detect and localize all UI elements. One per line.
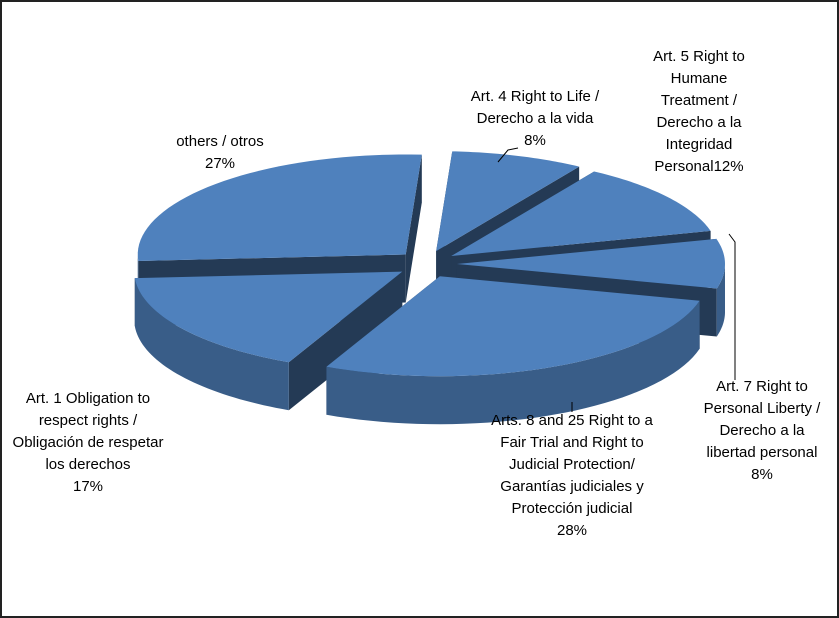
slice-top	[456, 238, 725, 289]
label-category: Art. 4 Right to Life / Derecho a la vida	[470, 88, 600, 127]
slice-wall	[134, 278, 289, 411]
label-category: Arts. 8 and 25 Right to a Fair Trial and…	[491, 412, 653, 517]
label-value: 8%	[524, 132, 546, 149]
slice-wall	[326, 300, 700, 425]
label-value: 28%	[556, 522, 588, 539]
label-value: 17%	[72, 478, 104, 495]
label-value: 12%	[713, 158, 744, 175]
data-label: Art. 5 Right to Humane Treatment / Derec…	[635, 46, 763, 178]
leader-lines	[497, 147, 736, 412]
slice-wall	[716, 263, 725, 337]
label-category: Art. 7 Right to Personal Liberty / Derec…	[703, 378, 821, 461]
label-category: others / otros	[176, 133, 264, 150]
data-label: Art. 4 Right to Life / Derecho a la vida…	[450, 86, 620, 152]
slice-top	[326, 276, 700, 377]
pie-slice	[326, 276, 700, 425]
slice-top	[134, 271, 403, 363]
leader-line	[728, 233, 736, 380]
data-label: Arts. 8 and 25 Right to a Fair Trial and…	[487, 410, 657, 542]
data-label: others / otros 27%	[145, 131, 295, 175]
label-value: 27%	[204, 155, 236, 172]
slice-top	[137, 154, 422, 262]
data-label: Art. 1 Obligation to respect rights / Ob…	[6, 388, 171, 498]
pie	[134, 151, 725, 425]
label-category: Art. 5 Right to Humane Treatment / Derec…	[653, 48, 745, 175]
label-value: 8%	[751, 466, 773, 483]
slice-side	[405, 154, 422, 303]
pie-slice	[134, 271, 403, 411]
slice-top	[436, 151, 580, 252]
slice-top	[451, 171, 711, 257]
label-category: Art. 1 Obligation to respect rights / Ob…	[12, 390, 164, 473]
data-label: Art. 7 Right to Personal Liberty / Derec…	[702, 376, 822, 486]
leader-line	[497, 147, 519, 163]
